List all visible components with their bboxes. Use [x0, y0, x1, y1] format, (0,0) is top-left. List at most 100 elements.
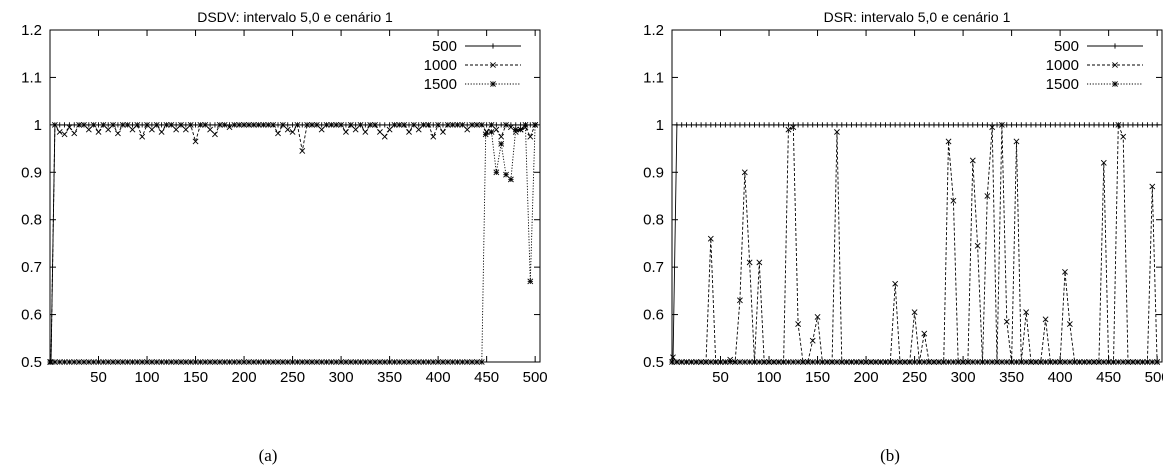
- point-500: [926, 122, 932, 128]
- point-1500-d2: [1052, 359, 1059, 365]
- point-1500-d2: [376, 359, 383, 365]
- point-1500-d2: [707, 359, 714, 365]
- point-1500-d2: [391, 359, 398, 365]
- point-1500-d2: [1100, 359, 1107, 365]
- point-1000: [469, 121, 475, 128]
- point-500: [1033, 122, 1039, 128]
- point-1000-d2: [737, 297, 743, 304]
- point-1000-d2: [105, 126, 112, 133]
- point-1000: [153, 121, 160, 128]
- series-500: [670, 122, 1160, 365]
- point-500: [173, 122, 179, 128]
- point-1500: [824, 359, 831, 365]
- point-1500-d2: [1081, 359, 1088, 365]
- point-500: [129, 122, 136, 128]
- point-1000: [245, 121, 252, 128]
- point-1000-d2: [95, 129, 102, 135]
- point-500: [965, 122, 971, 128]
- point-500: [693, 122, 699, 128]
- point-1000-d2: [309, 121, 315, 128]
- point-1500: [81, 359, 87, 365]
- point-1000: [464, 126, 471, 133]
- point-1500: [751, 359, 758, 365]
- point-1000-d2: [56, 129, 63, 135]
- point-500: [105, 122, 111, 128]
- point-1000-d2: [892, 280, 899, 287]
- y-tick-label: 0.9: [643, 164, 664, 181]
- point-500: [1072, 122, 1078, 128]
- point-1500: [877, 359, 884, 365]
- point-1500-d2: [381, 359, 388, 365]
- point-1500-d2: [415, 359, 422, 365]
- point-500: [984, 122, 990, 128]
- point-1000-d2: [338, 121, 345, 128]
- point-500: [950, 122, 956, 128]
- point-1000-d2: [81, 121, 87, 128]
- point-1500: [173, 359, 180, 365]
- point-1500-d2: [386, 359, 393, 365]
- point-1500: [703, 359, 709, 365]
- series-1000: [48, 121, 539, 365]
- point-1500-d2: [115, 359, 121, 365]
- point-1000: [493, 126, 500, 133]
- point-1500: [47, 359, 53, 365]
- point-1000-d2: [207, 126, 214, 133]
- point-1500: [396, 359, 403, 365]
- point-1500: [207, 359, 214, 365]
- point-1500: [338, 359, 345, 365]
- point-1500: [255, 359, 262, 365]
- point-1000: [270, 121, 277, 128]
- point-1500-d2: [872, 359, 879, 365]
- point-1500-d2: [804, 359, 811, 365]
- point-500: [343, 122, 349, 128]
- point-1500-d2: [897, 359, 903, 365]
- point-500: [1130, 122, 1136, 128]
- point-1500: [800, 359, 806, 365]
- point-1500: [464, 359, 471, 365]
- point-1000-d2: [478, 121, 485, 128]
- point-1000: [386, 126, 393, 133]
- point-1000: [158, 129, 165, 135]
- point-1500-d2: [921, 359, 928, 365]
- chart-title: DSDV: intervalo 5,0 e cenário 1: [197, 9, 393, 25]
- point-1500-d2: [1134, 359, 1141, 365]
- point-1500: [809, 359, 816, 365]
- point-1000: [134, 121, 141, 128]
- point-1500: [853, 359, 860, 365]
- point-1000-d2: [294, 121, 301, 128]
- point-1000: [304, 121, 311, 128]
- point-1500-d2: [309, 359, 315, 365]
- point-1000: [289, 129, 296, 135]
- point-1000: [221, 121, 228, 128]
- y-tick-label: 0.6: [21, 307, 42, 324]
- point-1500: [994, 359, 1000, 365]
- point-1000-d2: [255, 121, 262, 128]
- point-1000: [1013, 138, 1020, 145]
- point-1000: [182, 126, 189, 133]
- point-1500-d2: [245, 359, 252, 365]
- point-1500: [294, 359, 301, 365]
- point-1500-d2: [362, 359, 369, 365]
- series-1500: [669, 359, 1161, 365]
- point-500: [207, 122, 213, 128]
- point-1500: [673, 359, 680, 365]
- series-500: [48, 122, 538, 365]
- point-1000: [974, 242, 981, 249]
- point-1500-d2: [703, 359, 709, 365]
- point-1000: [420, 121, 427, 128]
- point-1000-d2: [216, 121, 223, 128]
- point-1500-d2: [790, 359, 797, 365]
- point-1500-d2: [231, 359, 238, 365]
- chart-a-dsdv: DSDV: intervalo 5,0 e cenário 1 0.5 0.6 0.7…: [21, 9, 548, 386]
- point-500: [1120, 122, 1126, 128]
- y-tick-label: 0.6: [643, 307, 664, 324]
- point-1500: [124, 359, 131, 365]
- point-1500-d2: [916, 359, 923, 365]
- point-1500: [1115, 359, 1122, 365]
- point-1500-d2: [459, 359, 466, 365]
- point-1500-d2: [1120, 359, 1127, 365]
- point-1500: [90, 359, 97, 365]
- point-1000: [85, 126, 92, 133]
- point-500: [916, 122, 923, 128]
- x-tick-label: 350: [377, 369, 402, 386]
